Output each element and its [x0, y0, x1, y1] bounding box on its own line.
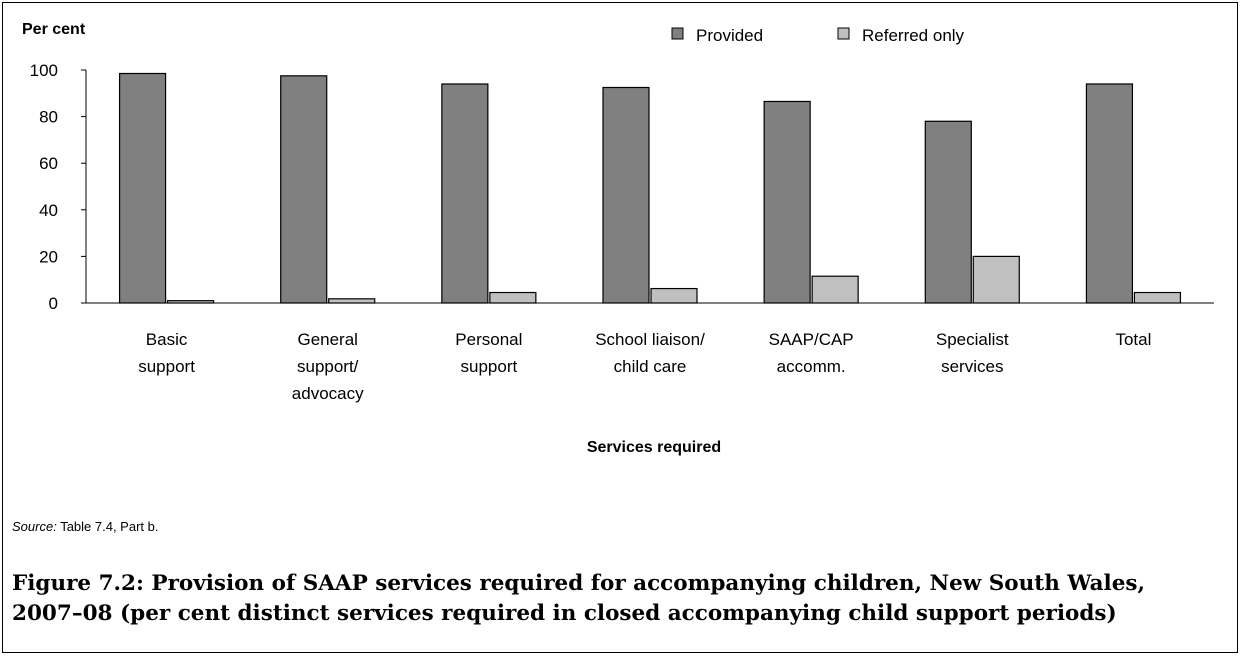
x-tick-label: accomm. [777, 357, 846, 376]
bar-referred-only [1133, 291, 1182, 304]
y-tick-label: 0 [49, 294, 58, 313]
bar-provided [763, 100, 811, 304]
source-label: Source: [12, 519, 57, 534]
bar-provided [280, 75, 328, 304]
bar-provided [602, 86, 650, 304]
x-tick-label: advocacy [292, 384, 364, 403]
x-tick-label: services [941, 357, 1003, 376]
x-tick-label: child care [614, 357, 687, 376]
bar-chart: Per cent 0 20 40 60 80 100 Basic support General s… [22, 21, 1214, 456]
bar-referred-only [650, 287, 698, 304]
legend-label: Referred only [862, 26, 965, 45]
x-tick-label: Specialist [936, 330, 1009, 349]
x-tick-label: General [297, 330, 357, 349]
x-tick-label: SAAP/CAP [769, 330, 854, 349]
x-tick-label: Basic [146, 330, 188, 349]
y-tick-label: 40 [39, 201, 58, 220]
bar-provided [924, 120, 972, 304]
legend-swatch [837, 27, 850, 40]
bar-referred-only [972, 255, 1020, 304]
y-tick-label: 60 [39, 154, 58, 173]
legend-label: Provided [696, 26, 763, 45]
x-tick-label: support [461, 357, 518, 376]
bar-referred-only [811, 275, 859, 304]
figure-caption: Figure 7.2: Provision of SAAP services r… [12, 571, 1145, 626]
y-axis-label: Per cent [22, 21, 86, 38]
y-tick-label: 20 [39, 247, 58, 266]
x-axis-label: Services required [587, 439, 721, 456]
x-tick-label: School liaison/ [595, 330, 705, 349]
bar-provided [118, 72, 167, 304]
y-tick-label: 100 [30, 61, 58, 80]
bar-provided [1085, 83, 1134, 304]
x-tick-label: support [138, 357, 195, 376]
x-tick-label: Total [1115, 330, 1151, 349]
legend-swatch [671, 27, 684, 40]
source-text: Table 7.4, Part b. [56, 519, 159, 534]
bar-provided [441, 83, 489, 304]
x-tick-label: support/ [297, 357, 359, 376]
bar-referred-only [328, 298, 376, 304]
source-note: Source: Table 7.4, Part b. [12, 519, 158, 534]
x-tick-label: Personal [455, 330, 522, 349]
bar-referred-only [489, 291, 537, 304]
y-tick-label: 80 [39, 108, 58, 127]
